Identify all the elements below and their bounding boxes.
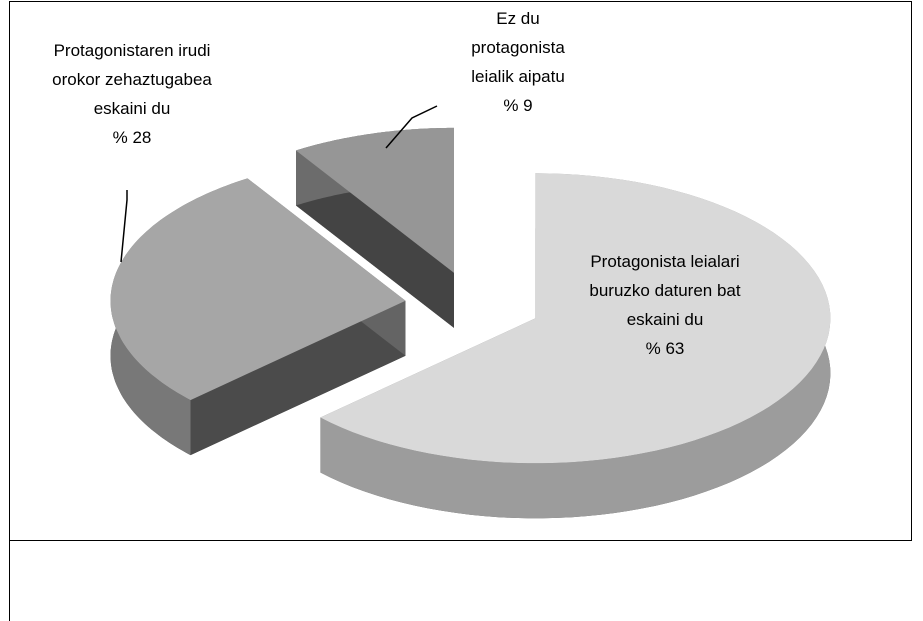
category-label: Protagonista leialari buruzko daturen ba… (589, 252, 741, 329)
category-label: Ez du protagonista leialik aipatu (471, 9, 565, 86)
chart-frame (9, 1, 912, 541)
slice (296, 127, 454, 328)
label-box: Protagonista leialari buruzko daturen ba… (586, 247, 744, 363)
value-label: % 28 (112, 128, 152, 147)
leader-line (385, 105, 438, 149)
slice-top (296, 127, 454, 273)
data-label: Protagonistaren irudi orokor zehaztugabe… (42, 36, 222, 152)
label-box: Protagonistaren irudi orokor zehaztugabe… (42, 36, 222, 152)
data-label: Ez du protagonista leialik aipatu % 9 (452, 4, 584, 120)
slice-top (110, 178, 406, 401)
slice-side (320, 173, 831, 519)
slice (110, 178, 406, 456)
label-box: Ez du protagonista leialik aipatu % 9 (452, 4, 584, 120)
value-label: % 63 (645, 339, 685, 358)
category-label: Protagonistaren irudi orokor zehaztugabe… (52, 41, 212, 118)
slice-wall (190, 300, 406, 456)
slice-top (320, 173, 831, 464)
labels: Protagonista leialari buruzko daturen ba… (42, 4, 744, 363)
data-label: Protagonista leialari buruzko daturen ba… (586, 247, 744, 363)
pie (110, 127, 831, 519)
value-label: % 9 (503, 96, 533, 115)
leader-line (120, 190, 128, 263)
slice (320, 173, 831, 519)
